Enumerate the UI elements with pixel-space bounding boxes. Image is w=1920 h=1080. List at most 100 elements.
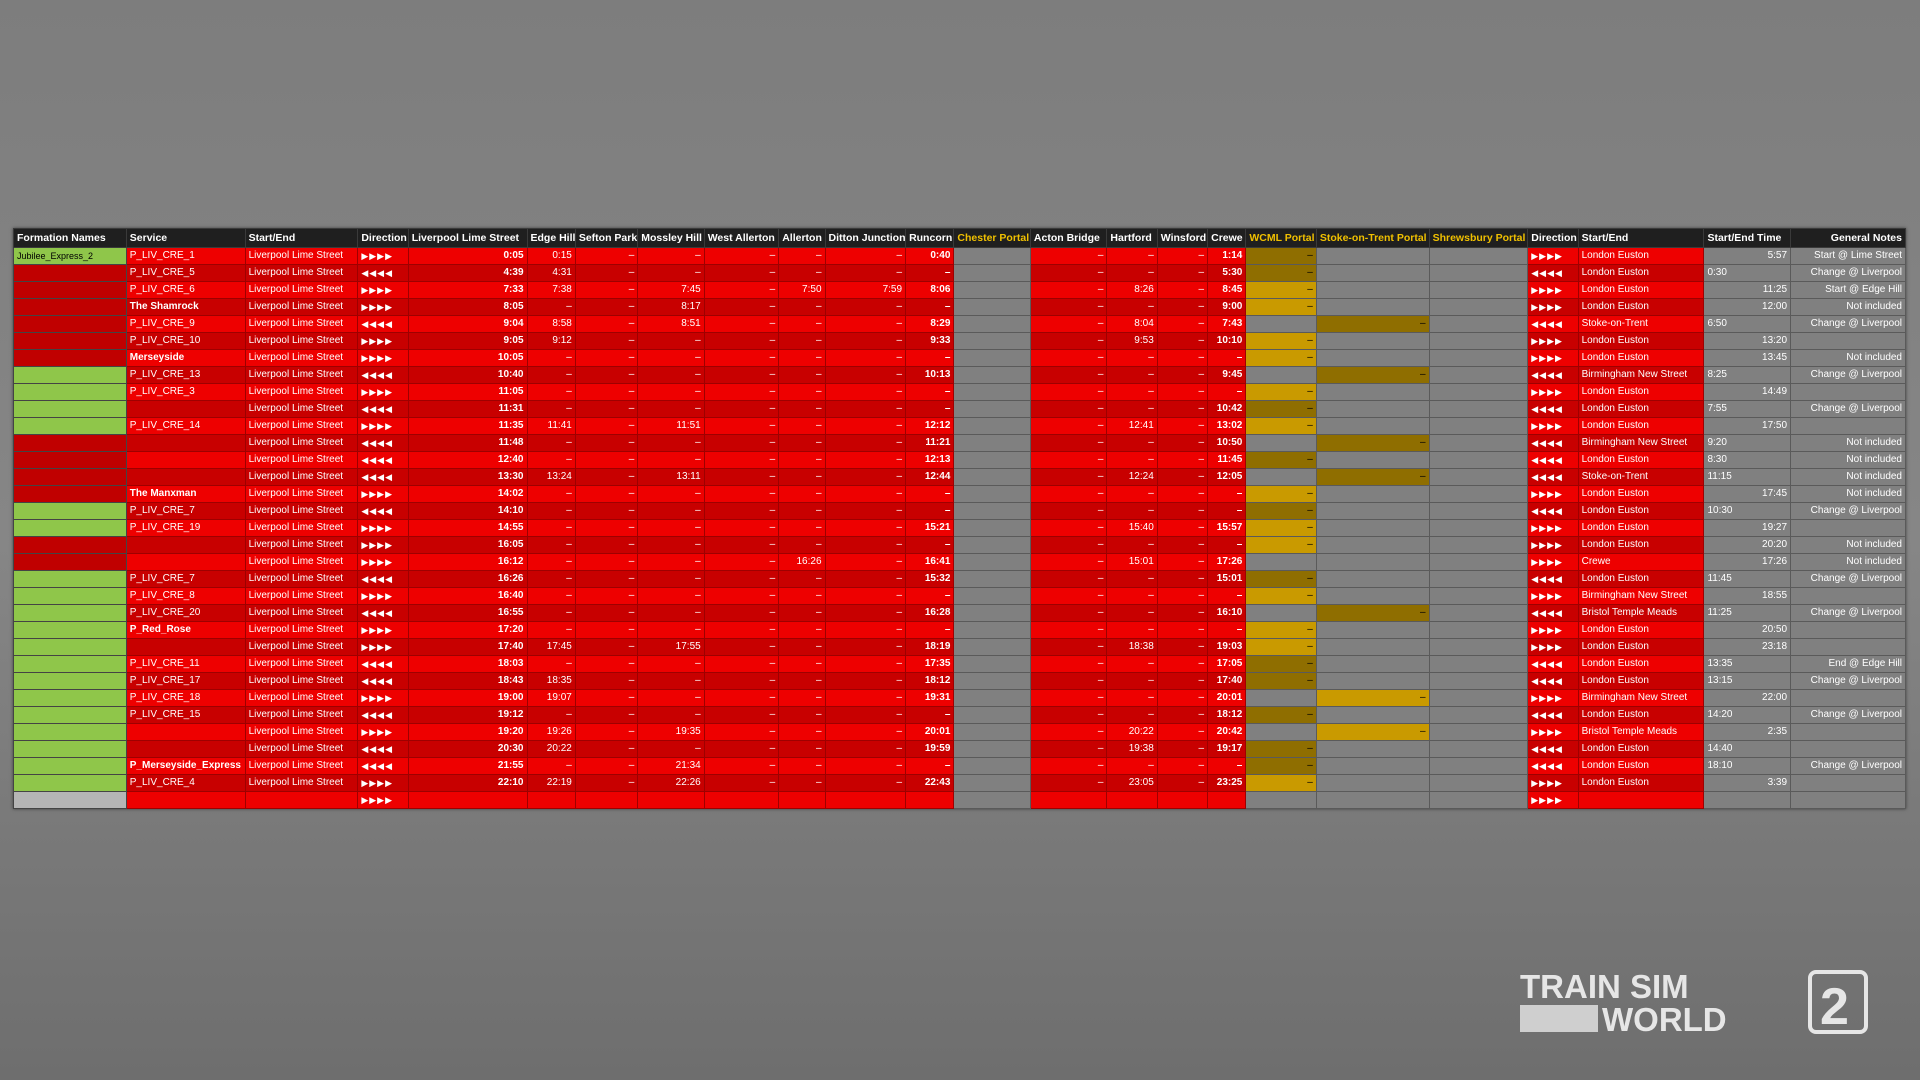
cell-st[interactable]	[1315, 706, 1430, 724]
table-row[interactable]: P_LIV_CRE_3 Liverpool Lime Street ▶▶▶▶ 11:0…	[13, 383, 1906, 401]
cell-mh[interactable]: 11:51	[637, 417, 705, 435]
cell-se2[interactable]: Bristol Temple Meads	[1577, 723, 1705, 741]
cell-dj[interactable]: –	[824, 247, 907, 265]
cell-t[interactable]: 13:20	[1703, 332, 1792, 350]
cell-sp[interactable]: –	[574, 638, 639, 656]
cell-rc[interactable]: –	[905, 621, 955, 639]
cell-eh[interactable]: 17:45	[526, 638, 576, 656]
cell-wc[interactable]: –	[1245, 264, 1317, 282]
cell-mh[interactable]: 8:17	[637, 298, 705, 316]
cell-n[interactable]	[1790, 791, 1906, 809]
cell-st[interactable]	[1315, 740, 1430, 758]
cell-eh[interactable]: –	[526, 621, 576, 639]
cell-wf[interactable]: –	[1156, 485, 1209, 503]
cell-llst[interactable]: 21:55	[407, 757, 528, 775]
cell-wc[interactable]: –	[1245, 485, 1317, 503]
cell-cp[interactable]	[953, 723, 1031, 741]
cell-f[interactable]	[13, 672, 127, 690]
cell-f[interactable]	[13, 366, 127, 384]
cell-cp[interactable]	[953, 570, 1031, 588]
cell-st[interactable]	[1315, 587, 1430, 605]
cell-llst[interactable]: 13:30	[407, 468, 528, 486]
cell-wf[interactable]: –	[1156, 383, 1209, 401]
table-row[interactable]: Jubilee_Express_2 P_LIV_CRE_1 Liverpool Li…	[13, 247, 1906, 265]
cell-sp[interactable]: –	[574, 383, 639, 401]
cell-se2[interactable]: London Euston	[1577, 757, 1705, 775]
cell-mh[interactable]: –	[637, 536, 705, 554]
cell-wc[interactable]	[1245, 315, 1317, 333]
cell-t[interactable]: 23:18	[1703, 638, 1792, 656]
cell-se[interactable]: Liverpool Lime Street	[244, 383, 359, 401]
cell-mh[interactable]: –	[637, 332, 705, 350]
cell-sp[interactable]: –	[574, 315, 639, 333]
cell-rc[interactable]: 12:13	[905, 451, 955, 469]
cell-hf[interactable]: –	[1106, 689, 1158, 707]
cell-hf[interactable]: 15:40	[1106, 519, 1158, 537]
cell-cp[interactable]	[953, 519, 1031, 537]
cell-cp[interactable]	[953, 264, 1031, 282]
cell-n[interactable]	[1790, 417, 1906, 435]
cell-t[interactable]: 6:50	[1703, 315, 1792, 333]
cell-hf[interactable]: –	[1106, 400, 1158, 418]
cell-se2[interactable]: London Euston	[1577, 638, 1705, 656]
cell-d2[interactable]: ◀◀◀◀	[1527, 400, 1579, 418]
cell-ab[interactable]: –	[1029, 468, 1108, 486]
cell-sh[interactable]	[1428, 689, 1529, 707]
cell-se[interactable]: Liverpool Lime Street	[244, 672, 359, 690]
cell-f[interactable]	[13, 587, 127, 605]
cell-st[interactable]	[1315, 757, 1430, 775]
cell-wc[interactable]: –	[1245, 332, 1317, 350]
cell-rc[interactable]: –	[905, 587, 955, 605]
cell-wc[interactable]	[1245, 468, 1317, 486]
cell-wa[interactable]: –	[703, 604, 780, 622]
cell-d2[interactable]: ◀◀◀◀	[1527, 757, 1579, 775]
table-row[interactable]: Merseyside Liverpool Lime Street ▶▶▶▶ 10:05…	[13, 349, 1906, 367]
cell-mh[interactable]: –	[637, 366, 705, 384]
cell-wa[interactable]: –	[703, 689, 780, 707]
cell-rc[interactable]: 11:21	[905, 434, 955, 452]
cell-mh[interactable]: 17:55	[637, 638, 705, 656]
cell-s[interactable]: The Manxman	[125, 485, 246, 503]
cell-d[interactable]: ▶▶▶▶	[357, 383, 409, 401]
cell-se2[interactable]: Birmingham New Street	[1577, 366, 1705, 384]
cell-st[interactable]	[1315, 502, 1430, 520]
cell-ab[interactable]: –	[1029, 485, 1108, 503]
cell-eh[interactable]: –	[526, 570, 576, 588]
cell-cr[interactable]: 17:40	[1207, 672, 1247, 690]
cell-wf[interactable]: –	[1156, 247, 1209, 265]
cell-d[interactable]: ▶▶▶▶	[357, 519, 409, 537]
cell-al[interactable]: –	[778, 315, 826, 333]
cell-st[interactable]: –	[1315, 315, 1430, 333]
cell-rc[interactable]: 22:43	[905, 774, 955, 792]
cell-se[interactable]: Liverpool Lime Street	[244, 689, 359, 707]
cell-rc[interactable]: 19:59	[905, 740, 955, 758]
cell-wa[interactable]: –	[703, 774, 780, 792]
cell-sp[interactable]: –	[574, 519, 639, 537]
cell-eh[interactable]: –	[526, 502, 576, 520]
cell-eh[interactable]: 13:24	[526, 468, 576, 486]
cell-se[interactable]: Liverpool Lime Street	[244, 281, 359, 299]
column-header[interactable]: Formation Names	[13, 228, 127, 248]
cell-sp[interactable]: –	[574, 264, 639, 282]
cell-wa[interactable]: –	[703, 757, 780, 775]
cell-mh[interactable]: –	[637, 485, 705, 503]
cell-hf[interactable]: –	[1106, 485, 1158, 503]
cell-t[interactable]: 13:45	[1703, 349, 1792, 367]
cell-se2[interactable]: London Euston	[1577, 519, 1705, 537]
cell-cr[interactable]: 17:05	[1207, 655, 1247, 673]
cell-f[interactable]	[13, 706, 127, 724]
cell-wa[interactable]: –	[703, 434, 780, 452]
cell-se[interactable]: Liverpool Lime Street	[244, 740, 359, 758]
cell-ab[interactable]: –	[1029, 723, 1108, 741]
cell-d[interactable]: ◀◀◀◀	[357, 366, 409, 384]
cell-se2[interactable]: London Euston	[1577, 247, 1705, 265]
cell-ab[interactable]: –	[1029, 383, 1108, 401]
cell-sh[interactable]	[1428, 587, 1529, 605]
cell-se2[interactable]: London Euston	[1577, 502, 1705, 520]
cell-f[interactable]	[13, 298, 127, 316]
cell-t[interactable]: 8:25	[1703, 366, 1792, 384]
cell-s[interactable]: P_LIV_CRE_14	[125, 417, 246, 435]
cell-t[interactable]: 11:15	[1703, 468, 1792, 486]
cell-n[interactable]: Not included	[1790, 485, 1906, 503]
cell-dj[interactable]: –	[824, 621, 907, 639]
